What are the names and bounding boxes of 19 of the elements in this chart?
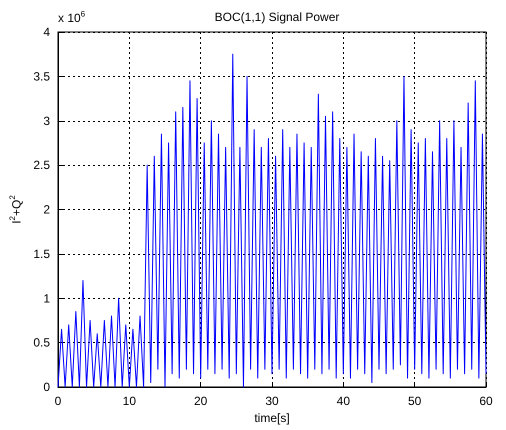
x-tick-label: 20 [194,394,208,408]
x-tick-label: 40 [336,394,350,408]
x-tick-label: 30 [265,394,279,408]
y-tick-label: 3.5 [33,69,50,84]
x-axis-title: time[s] [254,410,290,425]
y-tick-label: 0.5 [33,336,50,350]
y-tick-label: 0 [43,380,50,394]
chart-title: BOC(1,1) Signal Power [214,10,340,24]
y-tick-label: 1.5 [33,246,50,261]
y-tick-label: 3 [43,114,50,128]
y-axis-title: I2+Q2 [8,194,24,224]
y-tick-label: 4 [43,25,50,39]
y-tick-label: 2 [43,202,50,216]
x-tick-label: 0 [54,394,62,408]
y-tick-label: 1 [43,291,50,306]
y-tick-label: 2.5 [33,158,50,172]
x-tick-label: 10 [122,394,136,408]
x-tick-label: 50 [408,394,422,408]
x-tick-label: 60 [479,394,493,408]
